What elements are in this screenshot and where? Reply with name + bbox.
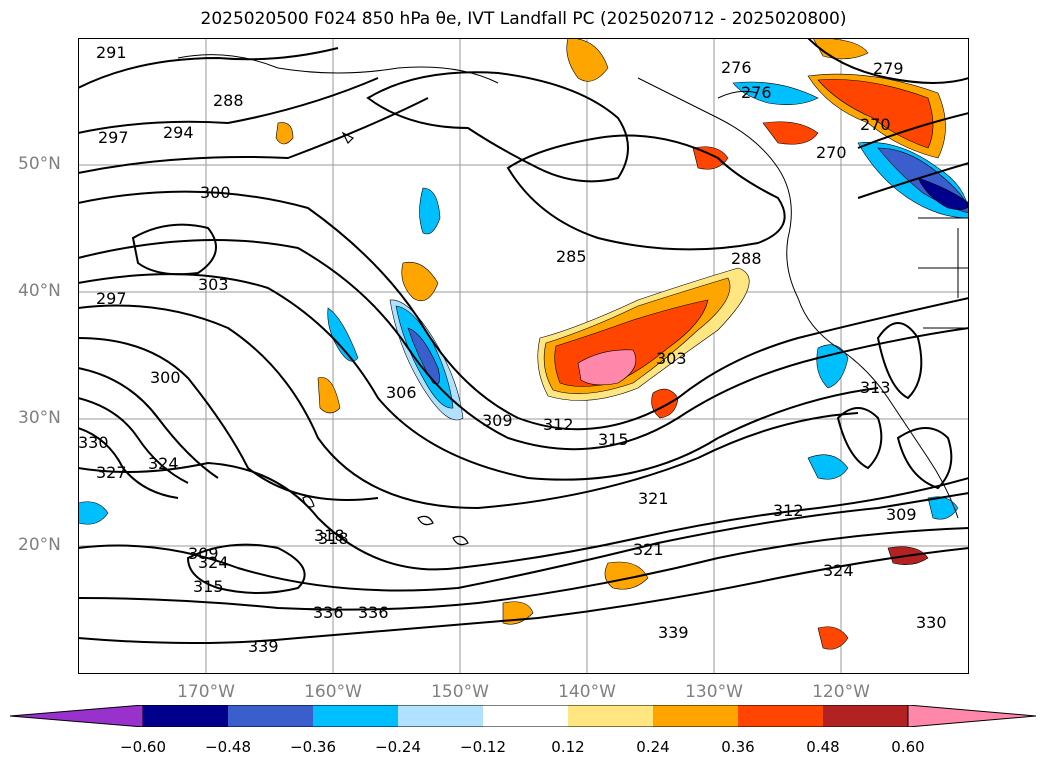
contour-label: 288 [731,249,762,268]
contour-label: 318 [314,526,345,545]
contour-label: 321 [638,489,669,508]
colorbar-extend-high [907,705,1036,727]
lon-label: 170°W [177,682,235,702]
colorbar-bin [568,705,653,727]
contour-label: 309 [482,411,513,430]
contour-labels: 291 288 297 294 300 303 297 300 306 309 … [78,43,947,656]
colorbar-extend-low [10,705,144,727]
colorbar-tick: −0.48 [205,738,251,756]
lon-label: 120°W [812,682,870,702]
colorbar [10,705,1036,727]
colorbar-tick: 0.36 [721,738,755,756]
contour-label: 297 [98,128,129,147]
colorbar-bin [228,705,313,727]
contour-label: 330 [78,433,109,452]
colorbar-tick: −0.36 [290,738,336,756]
contour-label: 276 [721,58,752,77]
contour-label: 309 [188,544,219,563]
contour-label: 318 [318,529,349,548]
contour-label: 303 [656,349,687,368]
lat-label: 30°N [18,408,61,428]
contour-label: 313 [860,378,891,397]
contour-label: 336 [313,603,344,622]
lon-label: 150°W [431,682,489,702]
contour-label: 321 [633,540,664,559]
contour-label: 324 [823,561,854,580]
map-panel: 291 288 297 294 300 303 297 300 306 309 … [78,38,969,674]
colorbar-tick: 0.48 [806,738,840,756]
colorbar-bin [313,705,398,727]
contour-label: 285 [556,247,587,266]
map-canvas: 291 288 297 294 300 303 297 300 306 309 … [78,38,969,674]
coastline [177,54,969,519]
contour-label: 306 [386,383,417,402]
contour-label: 339 [658,623,689,642]
colorbar-bin [398,705,483,727]
contour-label: 303 [198,275,229,294]
lat-label: 50°N [18,154,61,174]
contour-label: 300 [200,183,231,202]
shaded-pc-field [78,38,969,650]
contour-label: 309 [886,505,917,524]
contour-label: 330 [916,613,947,632]
contour-label: 270 [816,143,847,162]
colorbar-tick: 0.12 [551,738,585,756]
contour-label: 312 [773,501,804,520]
plot-title: 2025020500 F024 850 hPa θe, IVT Landfall… [200,9,847,29]
contour-label: 300 [150,368,181,387]
contour-label: 291 [96,43,127,62]
colorbar-bin [738,705,823,727]
colorbar-tick: −0.60 [120,738,166,756]
theta-e-contours [78,38,969,644]
contour-label: 288 [213,91,244,110]
lon-label: 140°W [558,682,616,702]
colorbar-tick: −0.12 [460,738,506,756]
lat-label: 40°N [18,281,61,301]
contour-label: 324 [148,454,179,473]
contour-label: 297 [96,289,127,308]
colorbar-tick: 0.60 [891,738,925,756]
contour-label: 315 [193,577,224,596]
contour-label: 324 [198,553,229,572]
colorbar-tick: −0.24 [375,738,421,756]
contour-label: 315 [598,430,629,449]
contour-label: 294 [163,123,194,142]
contour-label: 327 [96,463,127,482]
contour-label: 336 [358,603,389,622]
contour-label: 270 [860,115,891,134]
colorbar-bin [483,705,568,727]
islands [302,131,469,546]
lon-label: 160°W [304,682,362,702]
contour-label: 312 [543,415,574,434]
contour-label: 339 [248,637,279,656]
contour-label: 276 [741,83,772,102]
lon-label: 130°W [685,682,743,702]
colorbar-bin [823,705,908,727]
contour-label: 279 [873,59,904,78]
colorbar-bin [143,705,228,727]
colorbar-tick: 0.24 [636,738,670,756]
colorbar-bin [653,705,738,727]
lat-label: 20°N [18,535,61,555]
